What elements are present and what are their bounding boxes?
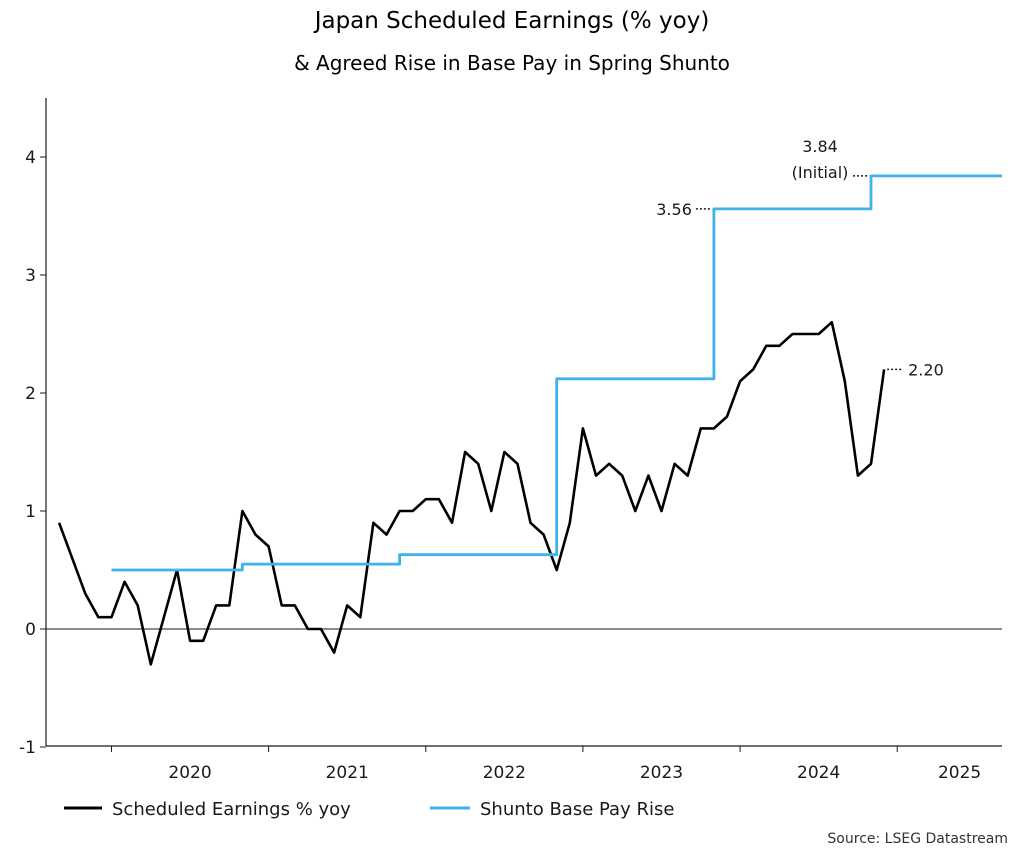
- y-tick-label: -1: [19, 738, 36, 758]
- series-line-shunto-base-pay: [111, 174, 1002, 572]
- x-tick-label: 2025: [938, 763, 981, 783]
- legend-label-shunto: Shunto Base Pay Rise: [480, 799, 674, 820]
- annotation-shunto-2024: 3.84 (Initial): [792, 137, 869, 182]
- annotations-layer: 3.56 3.84 (Initial) 2.20: [656, 137, 943, 380]
- x-axis-ticks: 2020 2021 2022 2023 2024 2025: [110, 746, 981, 783]
- chart-subtitle: & Agreed Rise in Base Pay in Spring Shun…: [294, 51, 730, 75]
- y-tick-label: 3: [25, 266, 36, 286]
- x-tick-label: 2021: [326, 763, 369, 783]
- x-tick-label: 2020: [168, 763, 211, 783]
- legend-label-scheduled-earnings: Scheduled Earnings % yoy: [112, 799, 351, 820]
- y-tick-label: 0: [25, 620, 36, 640]
- x-tick-label: 2022: [483, 763, 526, 783]
- legend: Scheduled Earnings % yoy Shunto Base Pay…: [64, 799, 674, 820]
- source-note: Source: LSEG Datastream: [827, 831, 1008, 847]
- annotation-text: 2.20: [908, 360, 944, 379]
- annotation-text: 3.84: [802, 137, 838, 156]
- y-tick-label: 4: [25, 148, 36, 168]
- annotation-shunto-2023: 3.56: [656, 200, 711, 219]
- annotation-text: (Initial): [792, 163, 849, 182]
- series-line-scheduled-earnings: [57, 320, 886, 666]
- y-axis-ticks: -1 0 1 2 3 4: [19, 148, 46, 758]
- series-layer: [57, 174, 1003, 666]
- axes: [45, 98, 1002, 747]
- chart-title: Japan Scheduled Earnings (% yoy): [313, 8, 710, 34]
- y-tick-label: 2: [25, 384, 36, 404]
- y-tick-label: 1: [25, 502, 36, 522]
- x-tick-label: 2023: [640, 763, 683, 783]
- annotation-earnings-last: 2.20: [887, 360, 944, 379]
- series-shunto-base-pay: [111, 174, 1003, 572]
- annotation-text: 3.56: [656, 200, 692, 219]
- series-scheduled-earnings: [57, 320, 886, 666]
- x-tick-label: 2024: [797, 763, 840, 783]
